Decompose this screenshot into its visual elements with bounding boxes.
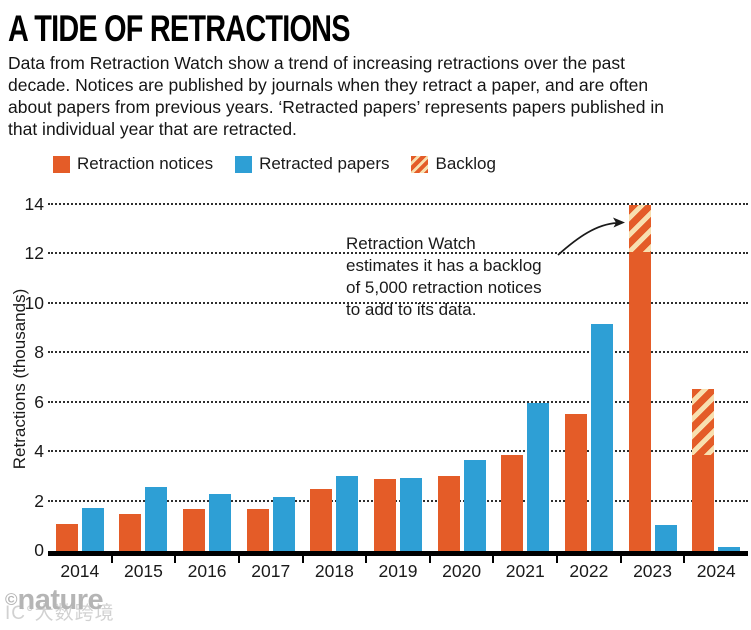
backlog-hatch-swatch-icon — [411, 155, 429, 173]
bar-retraction-notices-2016 — [183, 509, 206, 551]
y-tick-label: 2 — [34, 490, 44, 511]
legend-label: Retracted papers — [259, 154, 390, 173]
gridline-2 — [48, 499, 748, 502]
x-axis-label: 2021 — [505, 561, 545, 581]
x-axis-tick — [556, 556, 559, 563]
x-axis-label: 2014 — [60, 561, 100, 581]
bar-retracted-papers-2019 — [400, 478, 422, 551]
x-axis-label: 2018 — [314, 561, 354, 581]
x-axis-label: 2024 — [696, 561, 736, 581]
legend-label: Retraction notices — [77, 154, 214, 173]
bar-backlog-2024 — [692, 389, 715, 455]
nature-logo: © nature — [5, 584, 104, 616]
bar-retracted-papers-2015 — [145, 486, 168, 551]
annotation-arrow-icon — [557, 217, 625, 256]
x-axis-tick — [365, 556, 368, 563]
gridline-4 — [48, 450, 748, 453]
bar-retraction-notices-2022 — [564, 413, 587, 551]
gridline-10 — [48, 301, 748, 304]
bar-retraction-notices-2024 — [692, 454, 715, 551]
x-axis-tick — [492, 556, 495, 563]
y-tick-label: 14 — [24, 194, 44, 214]
bar-retraction-notices-2017 — [246, 509, 269, 551]
x-axis-label: 2017 — [251, 561, 291, 581]
bar-backlog-2023 — [628, 205, 651, 252]
x-axis-tick — [301, 556, 304, 563]
x-axis-tick — [619, 556, 622, 563]
backlog-annotation: Retraction Watch estimates it has a back… — [346, 234, 542, 319]
x-axis-label: 2023 — [633, 561, 672, 581]
y-tick-label: 8 — [34, 342, 44, 363]
watermark: IC°大数跨境 — [5, 603, 115, 624]
x-axis-label: 2015 — [123, 561, 163, 581]
bar-retracted-papers-2024 — [718, 547, 741, 551]
y-tick-label: 6 — [34, 391, 44, 412]
bar-retraction-notices-2021 — [501, 454, 524, 551]
x-axis-tick — [237, 556, 240, 563]
y-tick-label: 4 — [34, 441, 44, 462]
bar-retracted-papers-2021 — [527, 402, 550, 551]
bar-retracted-papers-2014 — [81, 507, 104, 551]
gridline-12 — [48, 252, 748, 255]
retracted-papers-swatch-icon — [235, 155, 253, 173]
bar-retracted-papers-2022 — [590, 323, 613, 551]
bar-retracted-papers-2020 — [463, 459, 486, 551]
x-axis-label: 2020 — [442, 561, 482, 581]
legend-item-retraction-notices: Retraction notices — [53, 154, 213, 174]
x-axis-label: 2022 — [569, 561, 609, 581]
figure-description: Data from Retraction Watch show a trend … — [8, 53, 664, 139]
bar-retraction-notices-2015 — [119, 513, 142, 551]
gridline-14 — [48, 203, 748, 205]
x-axis-tick — [174, 556, 177, 563]
bar-retracted-papers-2017 — [272, 496, 295, 551]
retraction-notices-swatch-icon — [53, 155, 70, 173]
gridline-6 — [48, 400, 748, 403]
bar-retraction-notices-2014 — [55, 523, 78, 551]
x-axis-tick — [110, 556, 113, 563]
bar-retracted-papers-2023 — [654, 525, 677, 551]
x-axis-tick — [428, 556, 431, 563]
x-axis-label: 2019 — [378, 561, 418, 581]
y-tick-label: 0 — [34, 540, 44, 560]
bar-retracted-papers-2016 — [209, 494, 232, 551]
y-tick-label: 10 — [24, 292, 44, 313]
y-tick-label: 12 — [24, 243, 44, 264]
figure-title: A TIDE OF RETRACTIONS — [8, 8, 350, 49]
legend-item-retracted-papers: Retracted papers — [235, 154, 389, 174]
legend: Retraction notices Retracted papers Back… — [53, 153, 496, 175]
bar-retraction-notices-2023 — [628, 251, 651, 551]
bar-retraction-notices-2019 — [374, 479, 396, 551]
bar-retraction-notices-2020 — [437, 475, 460, 551]
brand-name: nature — [17, 584, 104, 616]
bar-retracted-papers-2018 — [336, 475, 359, 551]
legend-label: Backlog — [435, 154, 496, 173]
bar-chart-plot-area — [48, 203, 748, 563]
copyright-icon: © — [5, 590, 18, 609]
bar-retraction-notices-2018 — [310, 489, 333, 551]
x-axis-label: 2016 — [187, 561, 227, 581]
legend-item-backlog: Backlog — [411, 154, 496, 174]
x-axis-tick — [683, 556, 686, 563]
gridline-8 — [48, 351, 748, 354]
